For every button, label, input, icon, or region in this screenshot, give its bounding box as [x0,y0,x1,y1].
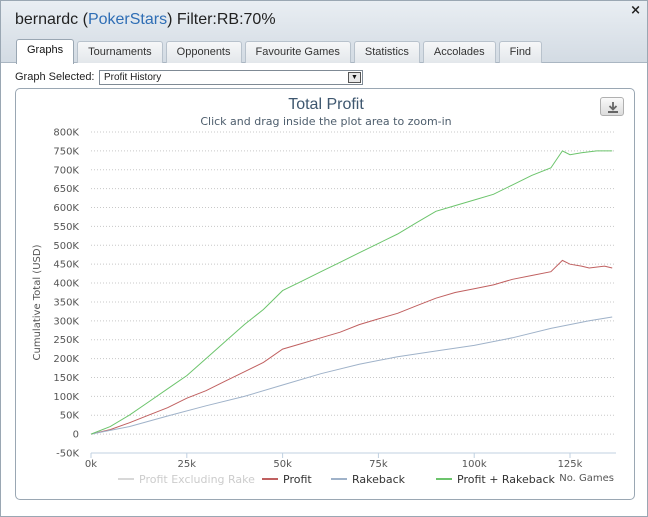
tab-tournaments[interactable]: Tournaments [77,41,163,63]
tab-opponents[interactable]: Opponents [165,41,242,63]
window-title: bernardc (PokerStars) Filter:RB:70% [15,11,276,28]
y-tick-label: -50K [56,449,79,460]
y-axis-title: Cumulative Total (USD) [32,244,43,360]
y-tick-label: 50K [60,411,80,422]
download-icon [608,102,618,113]
tab-graphs[interactable]: Graphs [16,39,75,64]
profit-chart[interactable]: 800K 750K 700K 650K 600K 550K 500K 450K 400K 350K… [16,89,636,501]
chart-panel[interactable]: 800K 750K 700K 650K 600K 550K 500K 450K 400K 350K… [15,88,635,500]
title-bar: bernardc (PokerStars) Filter:RB:70% × Gr… [1,1,647,64]
legend-item[interactable]: Rakeback [352,473,406,486]
graph-select-label: Graph Selected: [15,71,95,83]
x-tick-label: 125k [558,459,583,470]
x-tick-label: 75k [369,459,388,470]
tab-find[interactable]: Find [498,41,543,63]
close-icon[interactable]: × [630,3,641,18]
y-tick-label: 150K [53,373,79,384]
graph-select-dropdown[interactable]: Profit History ▼ [99,70,363,85]
series-line-profit [90,259,613,435]
x-tick-label: 100k [462,459,487,470]
y-tick-label: 350K [53,297,79,308]
graph-select-value: Profit History [104,72,162,83]
legend-item[interactable]: Profit [283,473,312,486]
title-site: PokerStars [87,11,168,28]
y-tick-label: 500K [53,241,79,252]
y-tick-label: 250K [53,335,79,346]
tab-bar: Graphs Tournaments Opponents Favourite G… [16,39,545,64]
legend-item[interactable]: Profit + Rakeback [457,473,556,486]
x-tick-label: 0k [85,459,97,470]
y-tick-label: 100K [53,392,79,403]
y-tick-label: 300K [53,316,79,327]
y-tick-label: 800K [53,128,79,139]
tab-accolades[interactable]: Accolades [422,41,496,63]
export-button[interactable] [600,97,624,116]
y-tick-label: 600K [53,203,79,214]
y-tick-label: 650K [53,184,79,195]
x-tick-label: 50k [273,459,292,470]
y-tick-label: 0 [73,430,79,441]
chevron-down-icon[interactable]: ▼ [348,72,361,83]
y-tick-label: 450K [53,260,79,271]
series-line-profit-rakeback [90,150,613,435]
chart-title: Total Profit [288,96,364,113]
y-tick-label: 200K [53,354,79,365]
chart-subtitle: Click and drag inside the plot area to z… [200,115,452,128]
tab-statistics[interactable]: Statistics [353,41,420,63]
y-tick-label: 400K [53,279,79,290]
title-username: bernardc [15,11,79,28]
y-tick-label: 550K [53,222,79,233]
x-axis-title: No. Games [559,473,614,484]
y-tick-label: 750K [53,146,79,157]
series-line-rakeback [90,316,613,435]
tab-favourite-games[interactable]: Favourite Games [244,41,351,63]
y-tick-label: 700K [53,165,79,176]
x-tick-label: 25k [178,459,197,470]
title-filter: Filter:RB:70% [176,11,276,28]
legend-item[interactable]: Profit Excluding Rake [139,473,255,486]
